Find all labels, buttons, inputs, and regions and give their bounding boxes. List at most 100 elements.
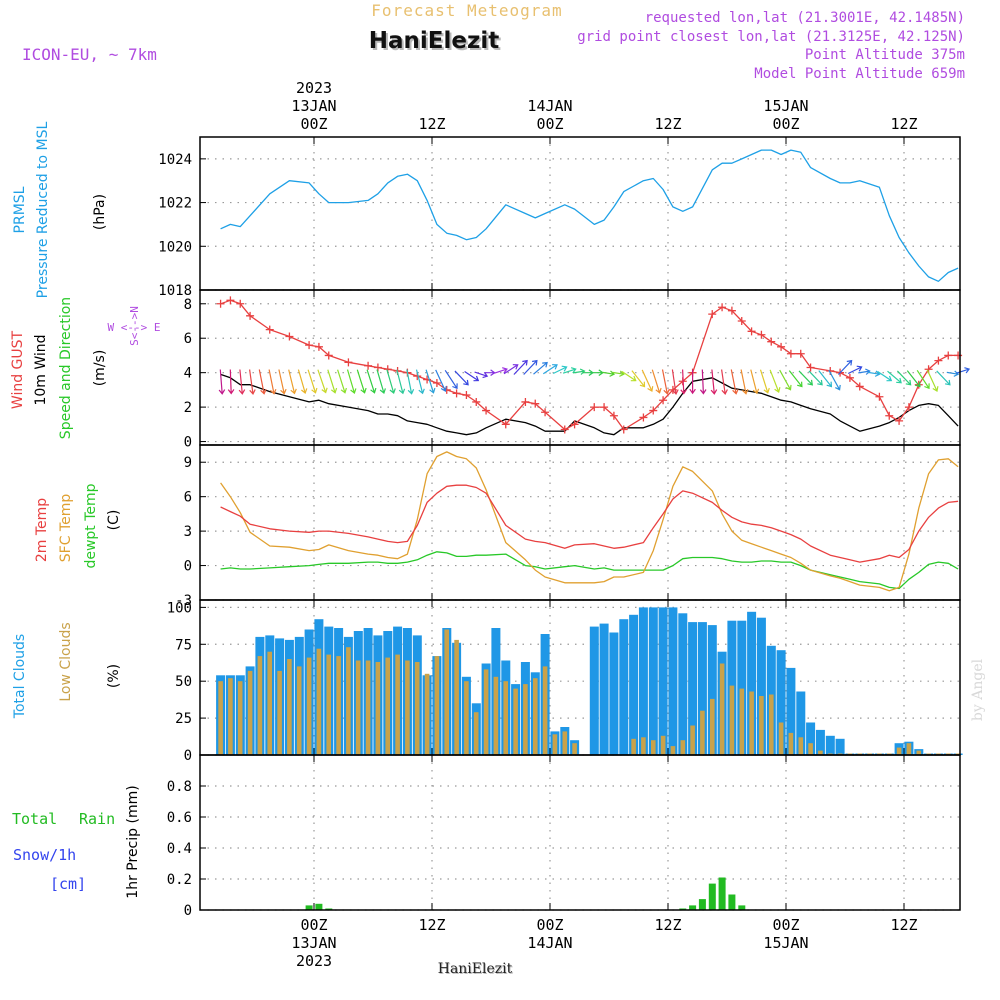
wind-gust-marker [501, 420, 510, 429]
wind-direction-arrow [847, 365, 863, 375]
wind-direction-arrow [425, 369, 436, 394]
cloud-low-bar [739, 688, 745, 755]
y-tick-label: 1024 [158, 152, 192, 168]
y-tick-label: 8 [184, 297, 192, 313]
cloud-low-bar [257, 656, 263, 755]
cloud-low-bar [759, 696, 764, 755]
y-tick-label: 0 [184, 559, 192, 575]
cloud-total-bar [658, 607, 668, 755]
cloud-low-bar [473, 712, 479, 755]
cloud-low-bar [296, 666, 302, 755]
cloud-total-bar [688, 622, 698, 755]
rain-bar [738, 905, 746, 910]
wind-direction-arrow [680, 369, 687, 395]
wind-direction-arrow [858, 368, 871, 375]
cloud-total-bar [815, 729, 825, 755]
wind-direction-arrow [926, 369, 939, 392]
wind-gust-marker [727, 306, 736, 315]
wind-compass: W <--> E S<-->N [108, 306, 161, 346]
wind-gust-marker [344, 358, 353, 367]
wind-direction-label: Speed and Direction [58, 297, 74, 439]
model-label: ICON-EU, ~ 7km [22, 45, 157, 64]
wind-gust-marker [285, 332, 294, 341]
wind-gust-marker [226, 296, 235, 305]
wind-direction-arrow [699, 369, 707, 395]
y-tick-label: 0.4 [167, 841, 192, 857]
cloud-low-bar [906, 743, 912, 755]
top-time-label: 13JAN [291, 97, 336, 115]
compass-we: W <--> E [108, 321, 161, 334]
wind-direction-arrow [278, 369, 287, 395]
y-tick-label: 75 [175, 637, 192, 653]
wind-direction-arrow [503, 364, 519, 375]
cloud-low-bar [513, 688, 518, 755]
wind-gust-marker [432, 379, 441, 387]
wind-gust-marker [796, 349, 805, 358]
wind-direction-arrow [513, 359, 528, 375]
wind-gust-marker [265, 325, 274, 334]
precip-rain-label: Rain [79, 810, 115, 828]
cloud-low-bar [414, 662, 420, 755]
cloud-total-bar [756, 617, 766, 755]
cloud-low-bar [523, 684, 528, 755]
wind-direction-arrow [435, 369, 447, 392]
wind-gust-label: Wind GUST [10, 330, 26, 409]
cloud-low-bar [454, 639, 459, 755]
wind-gust-marker [373, 363, 382, 372]
rain-bar [698, 899, 706, 910]
cloud-total-bar [619, 619, 629, 755]
wind-direction-arrow [249, 369, 256, 395]
cloud-low-bar [326, 654, 331, 755]
cloud-low-bar [287, 659, 292, 755]
wind-direction-arrow [769, 369, 781, 393]
top-time-label: 12Z [654, 115, 681, 133]
cloud-low-bar [336, 656, 341, 755]
cloud-low-bar [641, 737, 646, 755]
wind-direction-arrow [671, 369, 679, 395]
cloud-low-bar [769, 694, 774, 755]
watermark: by Angel [970, 658, 986, 721]
pressure-unit: (hPa) [92, 194, 108, 230]
y-tick-label: 0 [184, 903, 192, 919]
wind-direction-arrow [779, 369, 792, 391]
cloud-total-bar [678, 613, 688, 755]
compass-sn: S<-->N [128, 306, 141, 346]
pressure-label-msl: Pressure Reduced to MSL [35, 121, 51, 298]
wind-direction-arrow [415, 369, 425, 395]
cloud-low-bar [385, 657, 390, 755]
rain-bar [315, 903, 323, 910]
y-tick-label: 2 [184, 400, 192, 416]
panel-precip: 0 0.2 0.4 0.6 0.8 [167, 754, 961, 919]
wind-gust-marker [324, 351, 333, 360]
wind-direction-arrow [837, 359, 853, 375]
bottom-time-label: 12Z [654, 916, 681, 934]
bottom-time-label: 13JAN [291, 934, 336, 952]
y-tick-label: 1022 [158, 196, 192, 212]
product-title: Forecast Meteogram [371, 1, 562, 20]
y-tick-label: 6 [184, 331, 192, 347]
cloud-low-bar [267, 651, 272, 755]
wind-direction-arrow [542, 364, 558, 375]
precip-unit: 1hr Precip (mm) [125, 785, 141, 898]
cloud-low-bar [218, 681, 223, 755]
top-time-label: 2023 [296, 79, 332, 97]
wind-gust-marker [364, 361, 373, 370]
wind-gust-marker [462, 391, 471, 400]
cloud-total-bar [835, 738, 845, 755]
bottom-time-label: 12Z [890, 916, 917, 934]
panel-pressure: 1018 1020 1022 1024 [158, 136, 961, 299]
bottom-time-label: 12Z [418, 916, 445, 934]
y-tick-label: 3 [184, 524, 192, 540]
point-altitude: Point Altitude 375m [805, 47, 965, 63]
wind-gust-marker [659, 396, 668, 405]
wind-direction-arrow [227, 369, 235, 395]
wind-direction-arrow [523, 359, 538, 375]
wind-direction-arrow [337, 369, 347, 394]
wind-direction-arrow [583, 369, 594, 376]
y-tick-label: 0.8 [167, 779, 192, 795]
bottom-time-label: 14JAN [527, 934, 572, 952]
wind-direction-arrow [798, 370, 814, 386]
cloud-low-bar [680, 740, 686, 755]
y-tick-label: 1020 [158, 239, 192, 255]
